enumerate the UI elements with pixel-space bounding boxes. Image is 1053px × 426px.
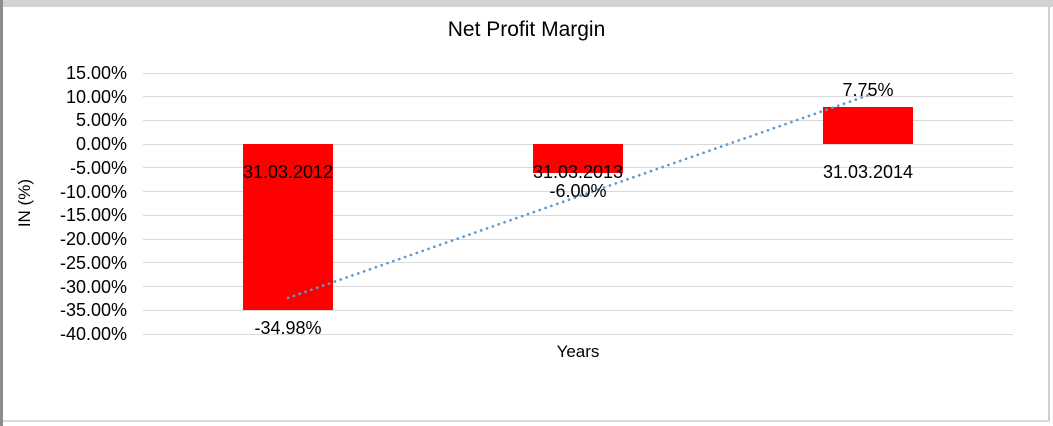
category-label-31.03.2013: 31.03.2013 xyxy=(532,162,624,183)
y-tick-label: -40.00% xyxy=(59,324,127,344)
data-label-31.03.2012: -34.98% xyxy=(254,318,322,339)
y-tick-label: 10.00% xyxy=(65,86,127,107)
y-tick-label: -5.00% xyxy=(69,157,127,178)
data-label-31.03.2013: -6.00% xyxy=(549,180,607,201)
y-tick-label: -20.00% xyxy=(59,229,127,250)
gridline xyxy=(143,191,1013,193)
frame-right-border xyxy=(1048,6,1050,422)
frame-top-border xyxy=(0,0,1053,7)
y-tick-label: -10.00% xyxy=(59,181,127,202)
category-label-31.03.2014: 31.03.2014 xyxy=(822,162,914,183)
y-tick-label: -15.00% xyxy=(59,205,127,226)
category-label-31.03.2012: 31.03.2012 xyxy=(242,162,334,183)
bar-31.03.2014 xyxy=(823,107,913,145)
gridline xyxy=(143,119,1013,121)
gridline xyxy=(143,333,1013,335)
y-tick-label: 15.00% xyxy=(65,63,127,83)
gridline xyxy=(143,96,1013,98)
y-tick-label: -35.00% xyxy=(59,300,127,321)
bar-31.03.2013 xyxy=(533,144,623,173)
trendline xyxy=(286,93,870,300)
y-tick-label: 5.00% xyxy=(75,110,127,131)
frame-bottom-border xyxy=(0,420,1050,422)
y-tick-label: -30.00% xyxy=(59,276,127,297)
y-tick-label: 0.00% xyxy=(75,134,127,155)
plot-area: 31.03.2012 -34.98% 31.03.2013 -6.00% 31.03.2… xyxy=(143,72,1013,338)
data-label-31.03.2014: 7.75% xyxy=(842,80,894,101)
gridline xyxy=(143,286,1013,288)
y-tick-label: -25.00% xyxy=(59,252,127,273)
gridline xyxy=(143,214,1013,216)
gridline xyxy=(143,309,1013,311)
gridline xyxy=(143,72,1013,74)
bar-31.03.2012 xyxy=(243,144,333,311)
gridline xyxy=(143,238,1013,240)
chart-title: Net Profit Margin xyxy=(447,18,606,41)
x-axis-title: Years xyxy=(556,342,600,361)
gridline xyxy=(143,262,1013,264)
frame-left-border xyxy=(0,0,3,426)
